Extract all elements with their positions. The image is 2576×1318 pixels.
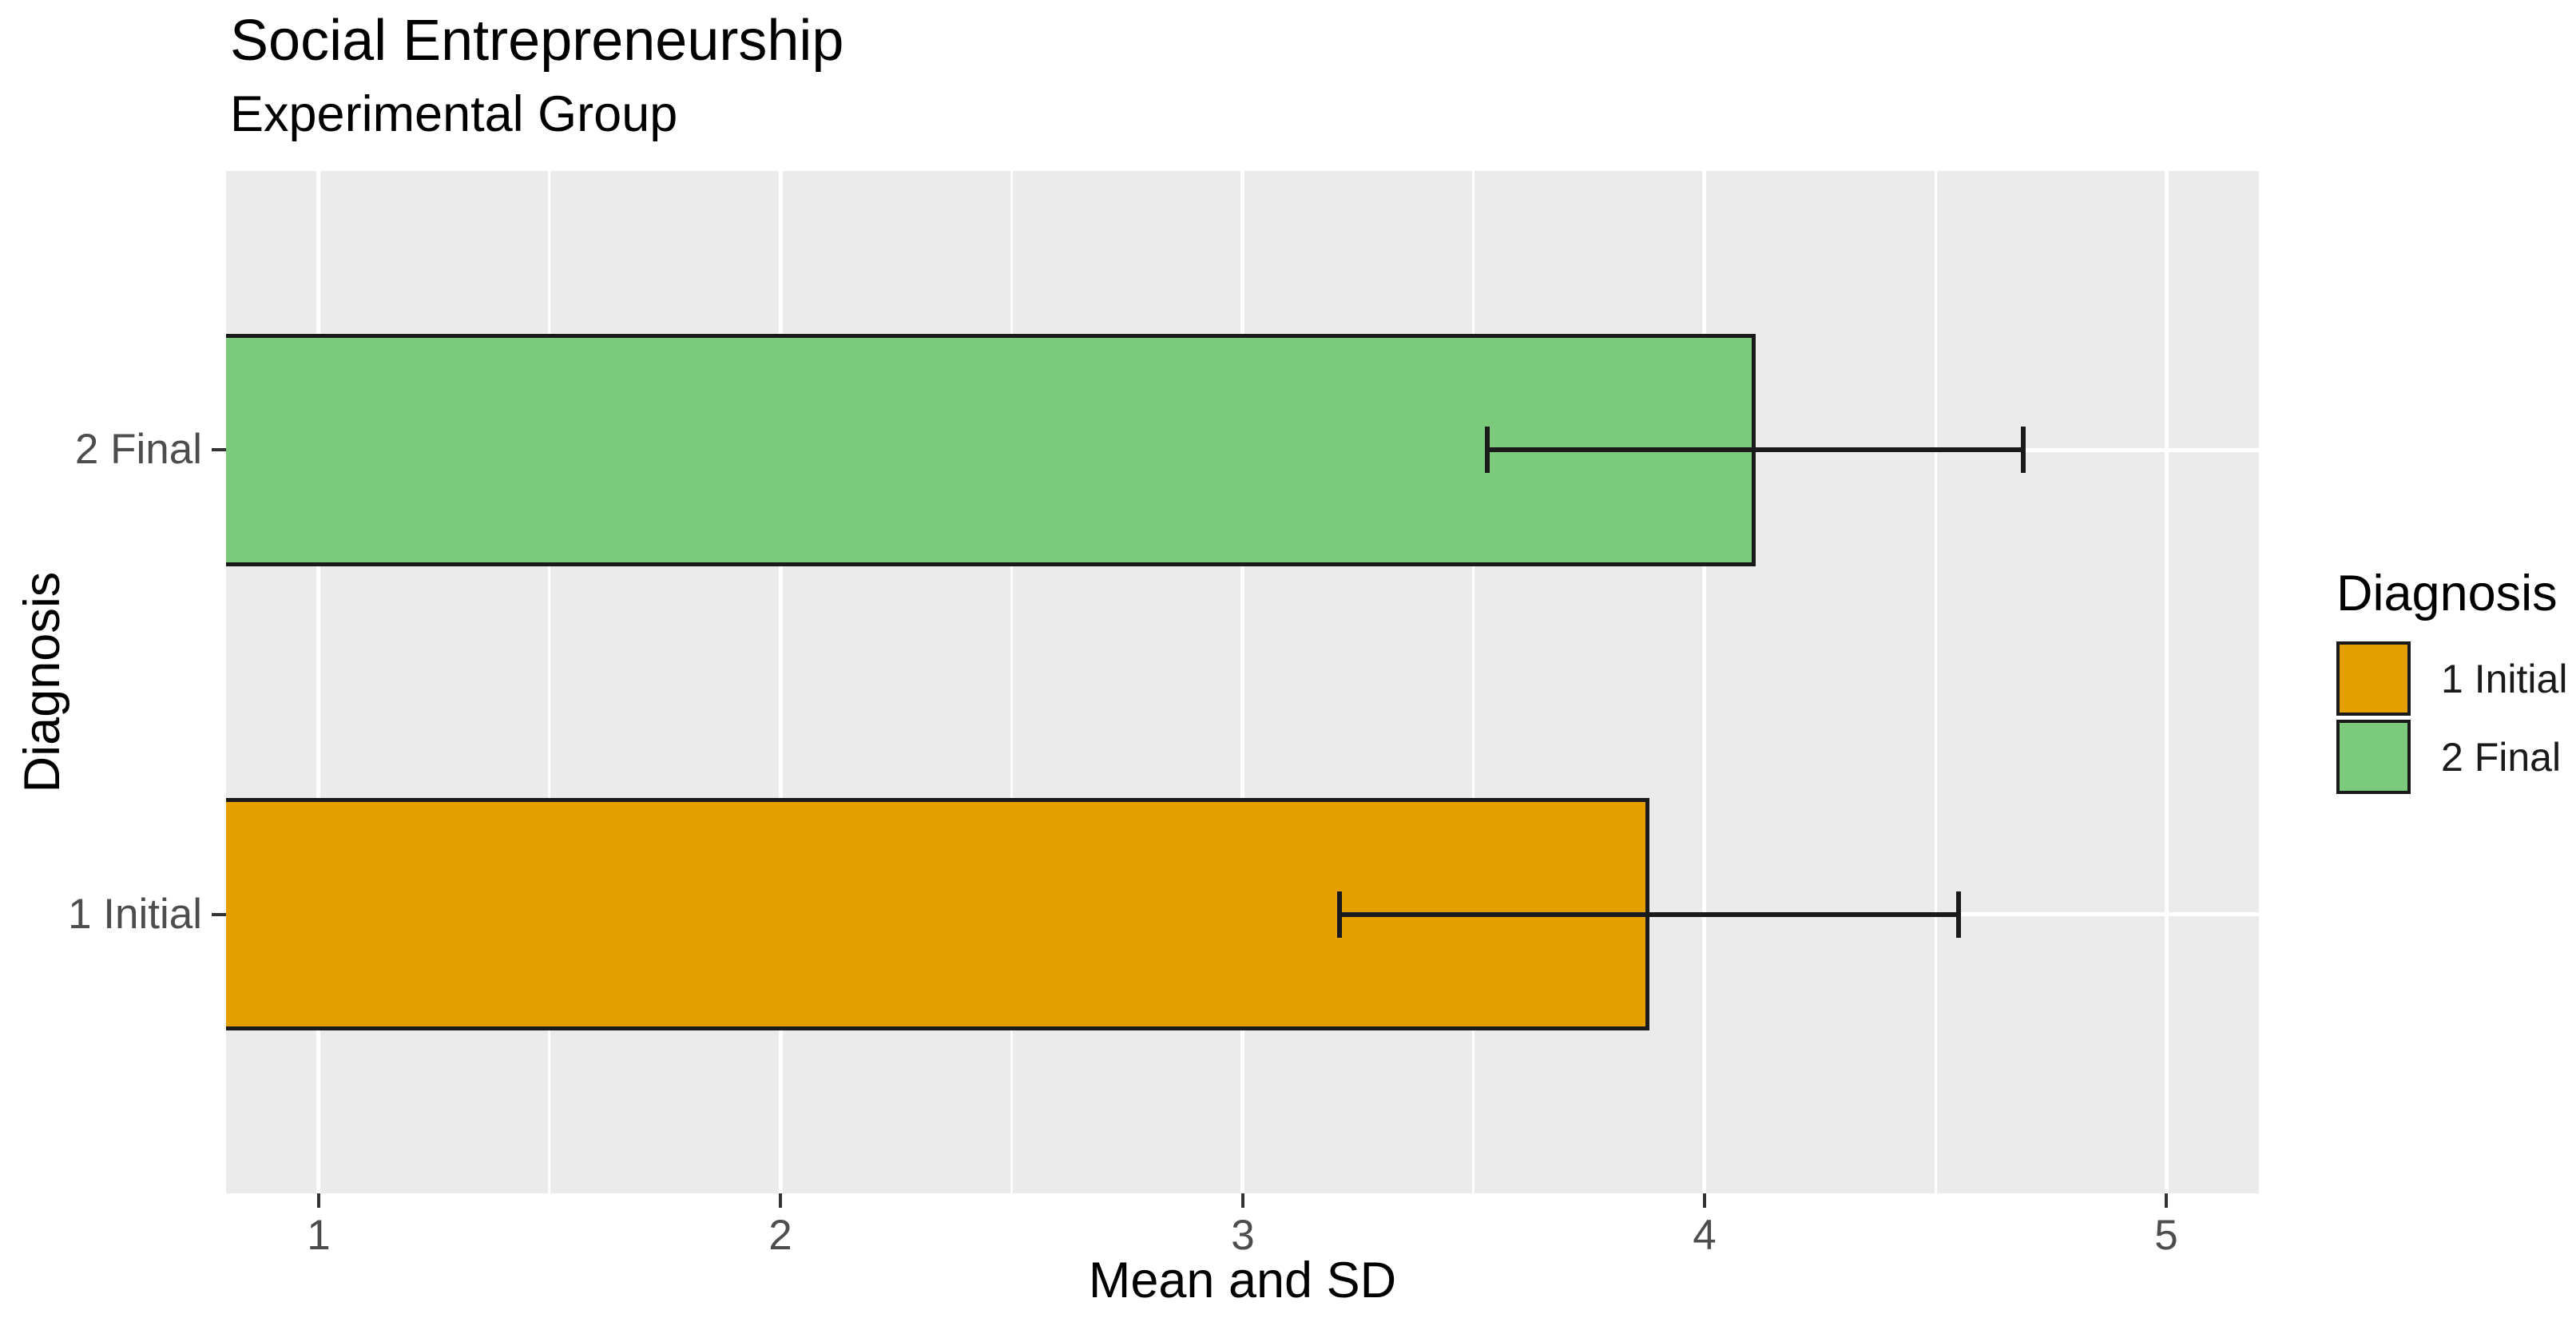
error-bar-cap-low-1-initial — [1337, 891, 1342, 938]
x-tick-label-3: 3 — [1231, 1212, 1255, 1259]
y-tick-mark-2-final — [212, 448, 226, 451]
x-gridline-major-2 — [778, 171, 783, 1193]
legend-title: Diagnosis — [2336, 566, 2558, 621]
x-tick-mark-4 — [1703, 1193, 1706, 1208]
plot-subtitle: Experimental Group — [230, 86, 678, 142]
legend: Diagnosis 1 Initial 2 Final — [2336, 569, 2567, 798]
y-tick-mark-1-initial — [212, 913, 226, 916]
legend-key-box-2-final — [2336, 720, 2411, 794]
legend-entry-2-final: 2 Final — [2336, 720, 2567, 794]
legend-entries: 1 Initial 2 Final — [2336, 641, 2567, 794]
x-tick-label-4: 4 — [1693, 1212, 1717, 1259]
x-tick-mark-3 — [1241, 1193, 1244, 1208]
error-bar-cap-low-2-final — [1485, 427, 1490, 473]
y-tick-label-2-final: 2 Final — [74, 426, 202, 473]
legend-key-box-1-initial — [2336, 641, 2411, 716]
error-bar-line-1-initial — [1340, 912, 1959, 917]
x-tick-mark-2 — [779, 1193, 782, 1208]
legend-entry-1-initial: 1 Initial — [2336, 641, 2567, 716]
x-gridline-major-3 — [1240, 171, 1244, 1193]
legend-key-label-1-initial: 1 Initial — [2441, 656, 2568, 701]
x-tick-mark-5 — [2165, 1193, 2168, 1208]
x-gridline-minor-2.5 — [1010, 171, 1013, 1193]
x-tick-mark-1 — [317, 1193, 320, 1208]
y-tick-label-1-initial: 1 Initial — [68, 891, 202, 938]
legend-key-label-2-final: 2 Final — [2441, 734, 2562, 780]
error-bar-cap-high-1-initial — [1956, 891, 1961, 938]
x-axis-title: Mean and SD — [1088, 1252, 1397, 1308]
y-axis-title: Diagnosis — [14, 571, 70, 793]
x-gridline-minor-1.5 — [548, 171, 551, 1193]
x-gridline-major-4 — [1702, 171, 1707, 1193]
x-gridline-major-5 — [2164, 171, 2169, 1193]
plot-title: Social Entrepreneurship — [230, 9, 844, 73]
x-gridline-minor-4.5 — [1934, 171, 1937, 1193]
x-tick-label-2: 2 — [768, 1212, 792, 1259]
error-bar-line-2-final — [1487, 447, 2023, 452]
error-bar-cap-high-2-final — [2021, 427, 2026, 473]
x-tick-label-1: 1 — [307, 1212, 331, 1259]
x-tick-label-5: 5 — [2154, 1212, 2178, 1259]
x-gridline-major-1 — [316, 171, 321, 1193]
x-gridline-minor-3.5 — [1472, 171, 1475, 1193]
